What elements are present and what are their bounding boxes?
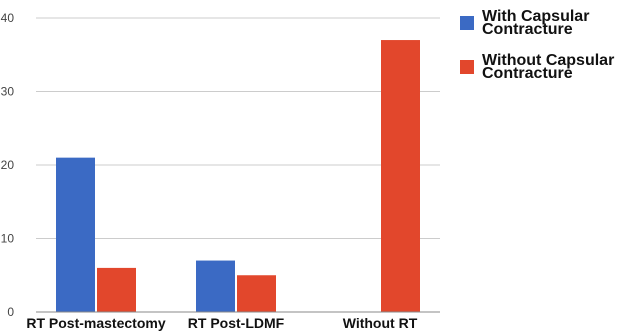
bar-with-capsular-contracture — [196, 260, 235, 312]
legend-label: Without Capsular Contracture — [482, 52, 615, 82]
y-tick-label: 0 — [7, 305, 14, 319]
x-axis-category-labels: RT Post-mastectomy RT Post-LDMF Without RT — [26, 315, 417, 331]
gridlines — [36, 17, 440, 239]
y-tick-label: 40 — [1, 11, 15, 25]
legend-swatch-blue — [460, 16, 474, 30]
legend-item-with-capsular-contracture: With Capsular Contracture — [460, 8, 629, 38]
legend-label: With Capsular Contracture — [482, 8, 590, 38]
x-category-label: RT Post-mastectomy — [26, 315, 165, 331]
y-tick-label: 20 — [1, 158, 15, 172]
x-category-label: RT Post-LDMF — [188, 315, 285, 331]
y-axis-tick-labels: 0 10 20 30 40 — [1, 11, 15, 319]
legend: With Capsular Contracture Without Capsul… — [460, 8, 629, 98]
bar-without-capsular-contracture — [97, 267, 136, 312]
bar-with-capsular-contracture — [56, 157, 95, 312]
legend-item-without-capsular-contracture: Without Capsular Contracture — [460, 52, 629, 82]
y-tick-label: 30 — [1, 85, 15, 99]
bar-without-capsular-contracture — [381, 40, 420, 313]
x-category-label: Without RT — [343, 315, 418, 331]
legend-swatch-red — [460, 60, 474, 74]
bars — [56, 40, 420, 313]
bar-without-capsular-contracture — [237, 275, 276, 312]
y-tick-label: 10 — [1, 232, 15, 246]
